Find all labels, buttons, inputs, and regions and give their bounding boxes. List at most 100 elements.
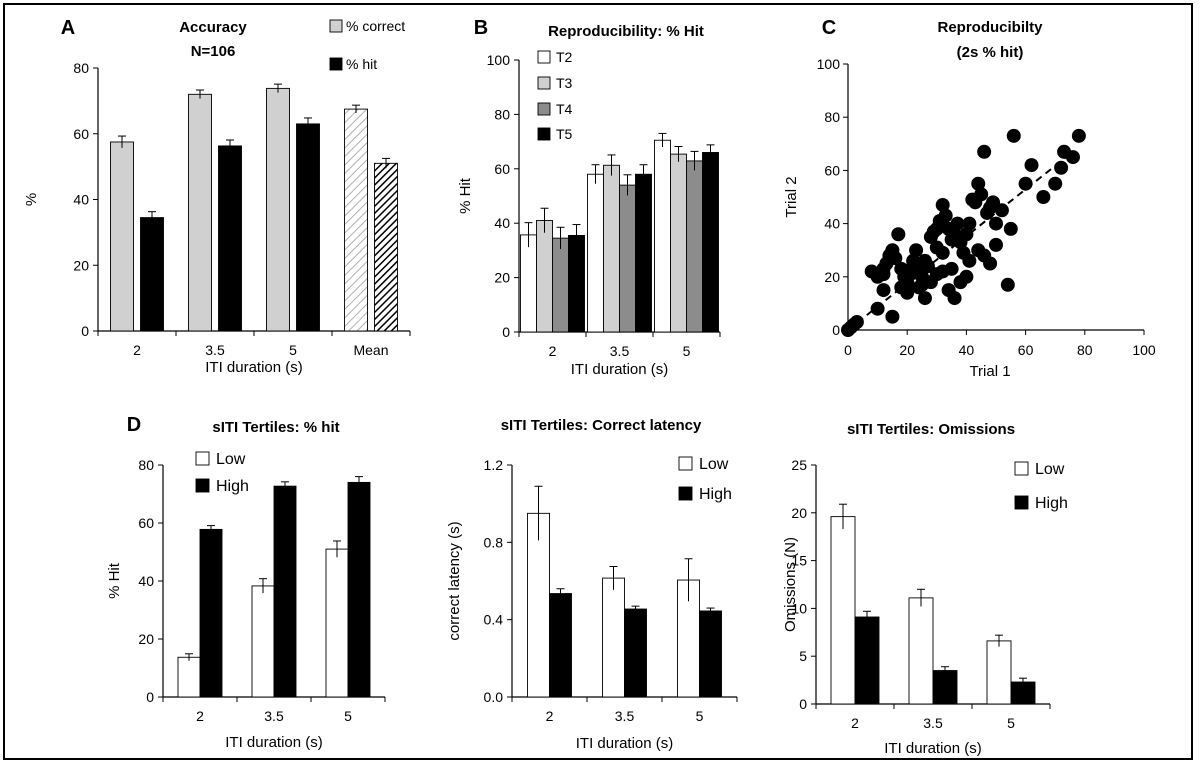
y-tick-label: 20 xyxy=(73,257,89,273)
scatter-point xyxy=(944,261,959,276)
panel-letter: B xyxy=(474,17,488,39)
y-tick-label: 0 xyxy=(146,689,154,705)
legend-label: Low xyxy=(216,451,246,468)
panel-letter: D xyxy=(127,414,141,436)
bar-A-correct-3.5 xyxy=(188,93,212,332)
y-tick-label: 0 xyxy=(799,696,807,712)
bar-D1-Low-5 xyxy=(325,548,349,698)
x-tick-label: 2 xyxy=(546,708,554,724)
legend-label: T4 xyxy=(556,101,573,117)
legend-label: % hit xyxy=(346,56,377,72)
scatter-point xyxy=(1071,128,1086,143)
bar-B-T5-5 xyxy=(702,152,719,333)
scatter-point xyxy=(864,264,879,279)
bar-D3-Low-2 xyxy=(830,516,856,705)
scatter-point xyxy=(876,283,891,298)
x-axis-label: ITI duration (s) xyxy=(225,734,323,751)
scatter-point xyxy=(986,195,1001,210)
y-tick-label: 20 xyxy=(791,505,807,521)
y-axis-label: correct latency (s) xyxy=(446,521,463,640)
bar-D3-Low-5 xyxy=(986,640,1012,705)
x-tick-label: 80 xyxy=(1077,342,1093,358)
scatter-point xyxy=(947,291,962,306)
x-tick-label: 3.5 xyxy=(615,708,635,724)
y-tick-label: 80 xyxy=(138,457,154,473)
x-tick-label: 2 xyxy=(549,343,557,359)
y-tick-label: 80 xyxy=(494,106,510,122)
x-tick-label: 3.5 xyxy=(923,715,943,731)
bar-B-T3-5 xyxy=(670,153,687,333)
y-tick-label: 40 xyxy=(73,192,89,208)
bar-D1-High-2 xyxy=(199,528,223,698)
y-axis-label: Trial 2 xyxy=(783,176,800,217)
y-tick-label: 20 xyxy=(824,269,840,285)
scatter-point xyxy=(983,256,998,271)
bar-B-T5-2 xyxy=(568,234,585,333)
scatter-point xyxy=(906,253,921,268)
scatter-point xyxy=(962,253,977,268)
scatter-point xyxy=(917,291,932,306)
scatter-point xyxy=(885,309,900,324)
scatter-point xyxy=(909,243,924,258)
x-axis-label: ITI duration (s) xyxy=(884,740,982,757)
legend-swatch xyxy=(1014,495,1029,510)
scatter-point xyxy=(938,208,953,223)
y-axis-label: % xyxy=(23,193,40,206)
chart-title: Reproducibility: % Hit xyxy=(548,23,704,40)
y-tick-label: 0.4 xyxy=(484,612,504,628)
scatter-point xyxy=(959,269,974,284)
y-tick-label: 80 xyxy=(824,109,840,125)
legend-swatch xyxy=(678,486,693,501)
bar-B-T2-3.5 xyxy=(587,173,604,333)
legend-swatch xyxy=(195,478,210,493)
x-axis-label: Trial 1 xyxy=(969,363,1010,380)
y-axis-label: Omissions (N) xyxy=(782,537,799,632)
scatter-point xyxy=(891,227,906,242)
x-tick-label: 100 xyxy=(1132,342,1156,358)
bar-B-T4-3.5 xyxy=(619,184,636,333)
figure-frame xyxy=(3,3,1193,760)
y-tick-label: 25 xyxy=(791,457,807,473)
scatter-point xyxy=(1000,277,1015,292)
y-axis-label: % Hit xyxy=(106,562,123,599)
scatter-point xyxy=(977,144,992,159)
y-tick-label: 100 xyxy=(817,56,841,72)
x-axis-label: ITI duration (s) xyxy=(576,735,674,752)
legend-label: Low xyxy=(1035,461,1065,478)
legend-swatch xyxy=(537,76,551,90)
x-tick-label: 5 xyxy=(344,708,352,724)
scatter-point xyxy=(900,285,915,300)
scatter-point xyxy=(935,245,950,260)
bar-D2-Low-3.5 xyxy=(602,577,625,698)
legend-swatch xyxy=(329,19,343,33)
legend-swatch xyxy=(195,451,210,466)
legend-swatch xyxy=(1014,461,1029,476)
panel-letter: A xyxy=(61,17,75,39)
y-tick-label: 40 xyxy=(824,216,840,232)
bar-A-hit-5 xyxy=(296,123,320,332)
bar-D2-High-2 xyxy=(549,593,572,698)
x-tick-label: 5 xyxy=(1007,715,1015,731)
x-tick-label: 2 xyxy=(851,715,859,731)
y-tick-label: 60 xyxy=(138,515,154,531)
scatter-point xyxy=(1048,176,1063,191)
bar-D2-Low-2 xyxy=(527,512,550,698)
y-tick-label: 5 xyxy=(799,648,807,664)
bar-B-T4-5 xyxy=(686,160,703,333)
legend-label: High xyxy=(699,486,732,503)
x-tick-label: 60 xyxy=(1018,342,1034,358)
bar-D1-High-3.5 xyxy=(273,485,297,698)
y-tick-label: 100 xyxy=(487,52,511,68)
chart-title: Reproducibilty xyxy=(937,19,1043,36)
scatter-point xyxy=(974,187,989,202)
scatter-point xyxy=(1024,158,1039,173)
x-axis-label: ITI duration (s) xyxy=(205,359,303,376)
bar-D1-High-5 xyxy=(347,481,371,698)
y-tick-label: 20 xyxy=(494,270,510,286)
legend-label: T2 xyxy=(556,49,573,65)
chart-title: sITI Tertiles: Correct latency xyxy=(501,417,702,434)
x-tick-label: 5 xyxy=(696,708,704,724)
legend-label: T5 xyxy=(556,126,573,142)
bar-A-hit-3.5 xyxy=(218,145,242,332)
